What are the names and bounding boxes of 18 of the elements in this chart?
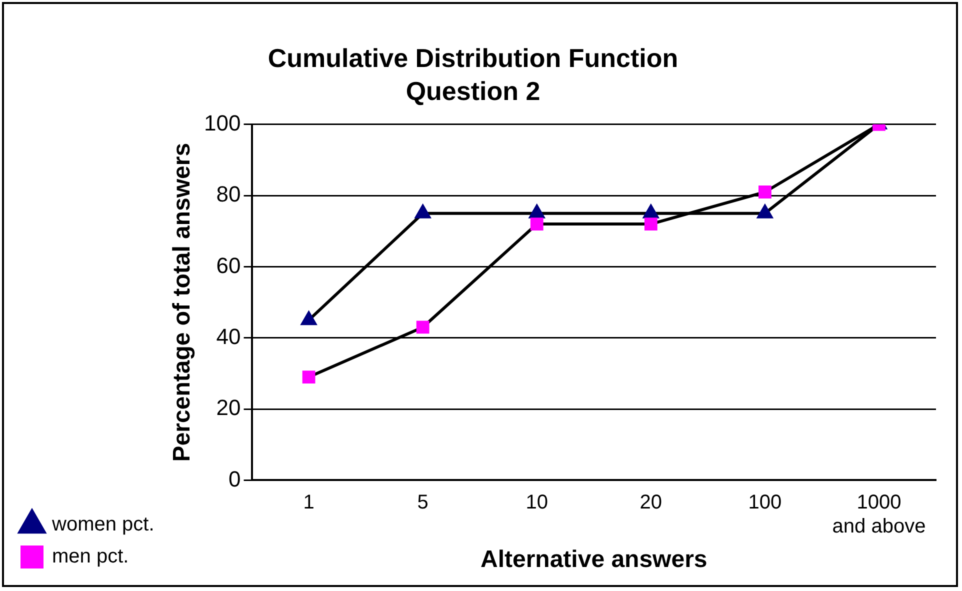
x-tick-label: 5 [417, 492, 428, 514]
y-tick-label: 100 [204, 110, 241, 136]
y-axis-title: Percentage of total answers [168, 142, 196, 462]
y-tick-label: 60 [216, 252, 241, 278]
x-tick-label: 1000 and above [832, 492, 926, 538]
y-tick-label: 40 [216, 324, 241, 349]
legend-label: men pct. [52, 546, 129, 568]
chart-title: Cumulative Distribution Function [268, 42, 678, 73]
x-axis-title: Alternative answers [480, 546, 708, 574]
legend-label: women pct. [51, 514, 154, 536]
y-tick-label: 20 [216, 395, 241, 420]
y-tick-label: 80 [216, 182, 241, 207]
x-tick-label: 100 [748, 492, 782, 514]
x-tick-label: 20 [640, 492, 662, 514]
chart-subtitle: Question 2 [406, 76, 540, 106]
y-tick-label: 0 [228, 466, 241, 492]
x-tick-label: 1 [303, 492, 314, 514]
x-tick-label: 10 [526, 492, 548, 514]
